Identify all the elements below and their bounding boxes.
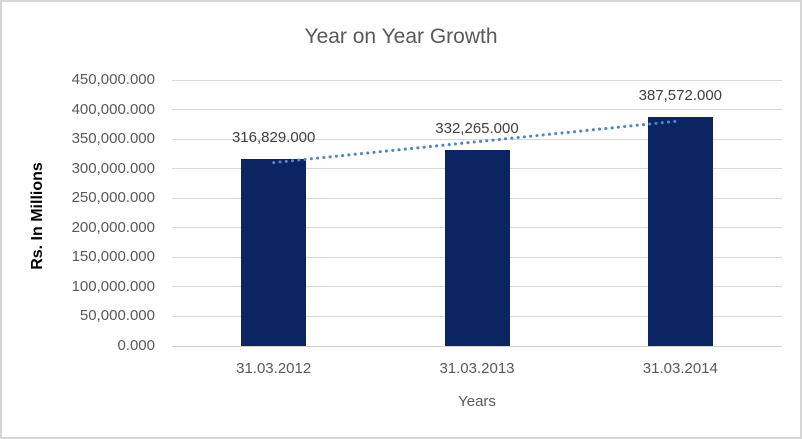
y-tick-label: 100,000.000 — [71, 277, 155, 295]
x-axis-title: Years — [458, 393, 496, 410]
x-tick-label: 31.03.2012 — [236, 360, 312, 377]
y-tick-label: 350,000.000 — [71, 130, 155, 148]
y-axis-title: Rs. In Millions — [29, 162, 46, 270]
y-tick-label: 150,000.000 — [71, 248, 155, 266]
gridline — [172, 109, 782, 111]
y-tick-label: 200,000.000 — [71, 218, 155, 236]
bar-data-label: 332,265.000 — [435, 119, 519, 137]
y-tick-label: 450,000.000 — [71, 71, 155, 88]
y-tick-label: 50,000.000 — [79, 307, 155, 325]
x-tick-label: 31.03.2014 — [642, 360, 718, 377]
y-tick-label: 0.000 — [117, 337, 155, 354]
bar — [241, 158, 307, 346]
y-tick-label: 300,000.000 — [71, 159, 155, 177]
x-axis-line — [172, 345, 782, 347]
bar — [444, 149, 510, 346]
y-tick-label: 250,000.000 — [71, 189, 155, 207]
x-tick-label: 31.03.2013 — [439, 360, 515, 377]
gridline — [172, 79, 782, 81]
bar-data-label: 387,572.000 — [638, 86, 723, 104]
bar — [647, 116, 713, 346]
bar-data-label: 316,829.000 — [231, 128, 316, 146]
y-tick-label: 400,000.000 — [71, 100, 155, 118]
chart-title: Year on Year Growth — [304, 25, 498, 48]
